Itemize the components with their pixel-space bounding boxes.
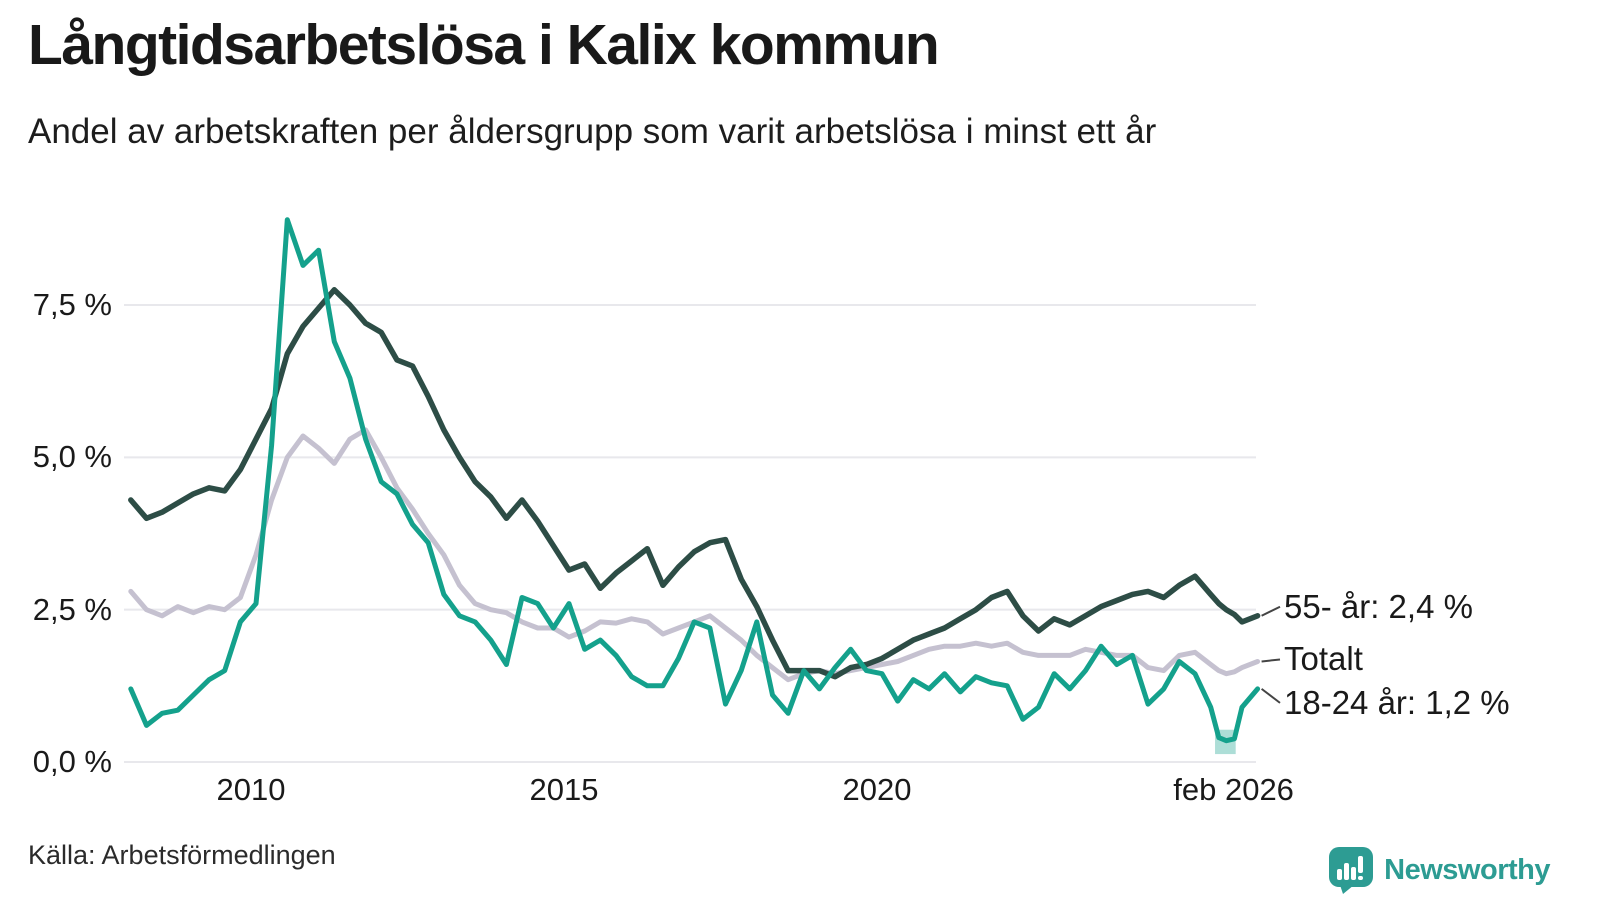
y-axis-tick-label: 7,5 % (32, 287, 112, 323)
y-axis-tick-label: 5,0 % (32, 439, 112, 475)
series-end-label-totalt: Totalt (1284, 640, 1363, 678)
x-axis-tick-label: 2010 (216, 772, 286, 807)
x-axis-tick-label: 2020 (842, 772, 912, 807)
series-end-label-18-24-r: 18-24 år: 1,2 % (1284, 683, 1510, 721)
series-end-label-55-r: 55- år: 2,4 % (1284, 587, 1473, 625)
x-axis-tick-label: feb 2026 (1173, 772, 1294, 807)
source-note: Källa: Arbetsförmedlingen (28, 840, 336, 870)
label-connector (1261, 605, 1281, 617)
label-connector (1260, 688, 1281, 704)
y-axis-tick-label: 2,5 % (32, 591, 112, 627)
page-title: Långtidsarbetslösa i Kalix kommun (28, 13, 940, 77)
newsworthy-wordmark: Newsworthy (1384, 853, 1550, 886)
newsworthy-logo[interactable]: Newsworthy (1328, 846, 1550, 894)
page-subtitle: Andel av arbetskraften per åldersgrupp s… (28, 112, 1157, 151)
y-axis-tick-label: 0,0 % (32, 744, 112, 779)
series-line-18-24-r (128, 217, 1261, 744)
series-line-55-r (128, 287, 1261, 680)
label-connector (1261, 658, 1281, 663)
x-axis-tick-label: 2015 (529, 772, 599, 807)
newsworthy-bubble-chart-icon (1328, 846, 1374, 894)
